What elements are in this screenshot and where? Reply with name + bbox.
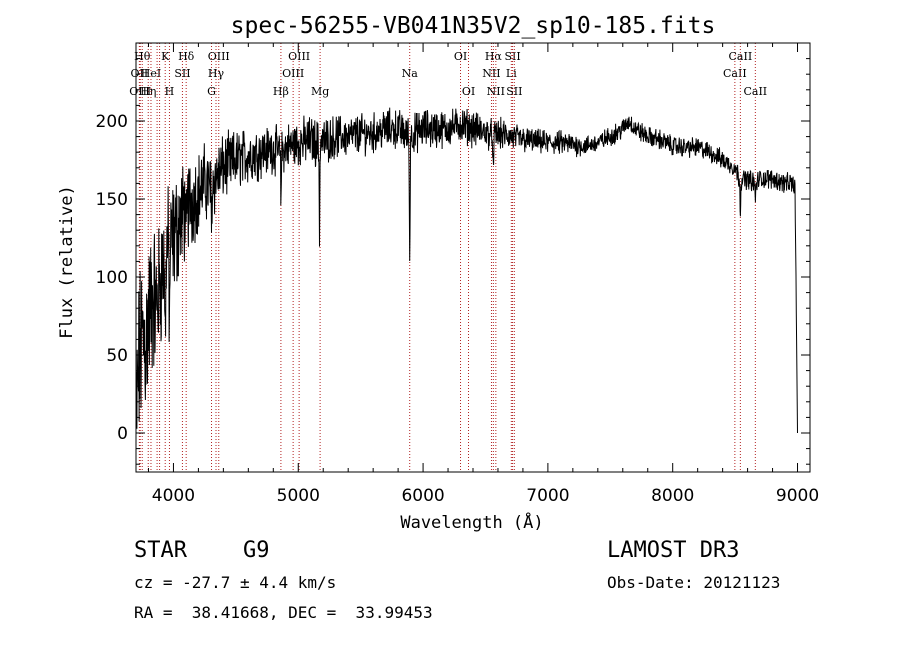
line-marker-label: OIII [129,85,151,98]
redshift-info: cz = -27.7 ± 4.4 km/s [134,573,337,592]
line-marker-label: Li [506,67,517,80]
line-marker-label: SII [504,50,520,63]
line-marker-label: Hα [485,50,503,63]
line-marker-label: Mg [311,85,329,98]
line-marker-label: G [207,85,216,98]
line-marker-label: OIII [208,50,230,63]
line-marker-label: Na [402,67,419,80]
y-tick-label: 200 [96,112,128,132]
line-marker-label: NII [487,85,505,98]
line-marker-label: Hδ [178,50,195,63]
line-marker-label: OIII [282,67,304,80]
line-marker-label: Hθ [134,50,151,63]
spectrum-line [135,107,798,434]
x-axis: 4000 5000 6000 7000 8000 9000 [147,43,819,506]
object-subclass: G9 [243,538,270,563]
x-tick-label: 8000 [651,486,694,506]
plot-frame [135,42,811,473]
line-marker-label: SII [174,67,190,80]
x-tick-label: 6000 [401,486,444,506]
line-marker-label: OIII [288,50,310,63]
chart-title: spec-56255-VB041N35V2_sp10-185.fits [231,13,716,39]
y-tick-label: 0 [117,424,128,444]
y-tick-label: 150 [96,190,128,210]
x-axis-label: Wavelength (Å) [400,511,543,533]
line-marker-label: NII [482,67,500,80]
line-marker-label: CaII [723,67,747,80]
obs-date: Obs-Date: 20121123 [607,573,781,592]
line-marker-label: CaII [743,85,767,98]
object-class: STAR [134,538,187,563]
line-marker-label: HeI [141,67,161,80]
line-marker-label: Hγ [208,67,225,80]
x-tick-label: 5000 [277,486,320,506]
line-marker-label: OII [131,67,149,80]
y-axis-label: Flux (relative) [57,185,77,339]
line-marker-label: H [165,85,175,98]
coordinates: RA = 38.41668, DEC = 33.99453 [134,603,433,622]
x-tick-label: 4000 [152,486,195,506]
line-marker-label: CaII [729,50,753,63]
survey-name: LAMOST DR3 [607,538,740,563]
y-axis: 0 50 100 150 200 [96,58,810,465]
line-marker-label: SII [506,85,522,98]
x-tick-label: 7000 [526,486,569,506]
y-tick-label: 100 [96,268,128,288]
y-tick-label: 50 [106,346,128,366]
line-marker-label: OI [462,85,475,98]
x-tick-label: 9000 [776,486,819,506]
line-marker-label: K [161,50,170,63]
line-marker-label: Hη [140,85,156,98]
line-marker-label: Hβ [273,85,289,98]
line-marker-label: OI [454,50,467,63]
